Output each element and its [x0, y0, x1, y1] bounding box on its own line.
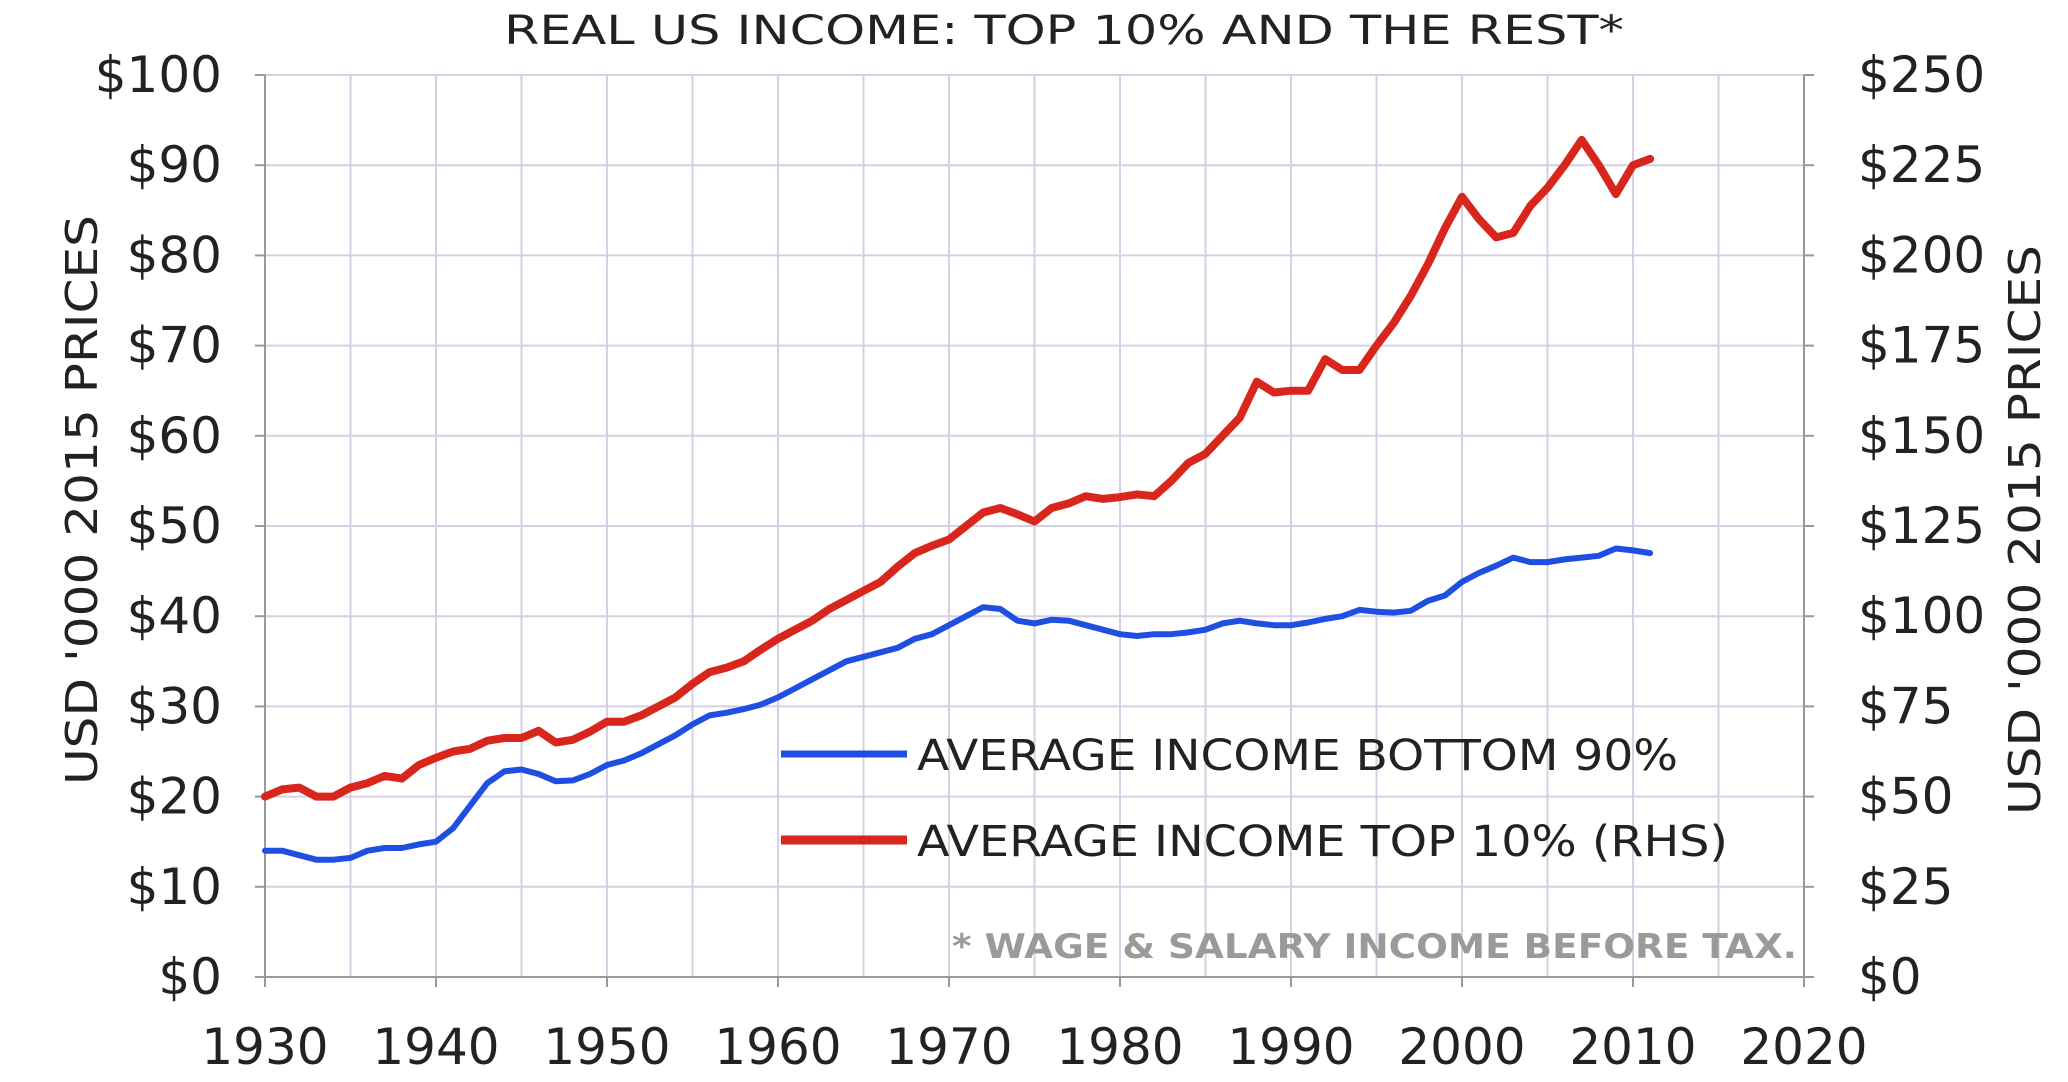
y-tick-label-right: $100 [1858, 587, 1985, 645]
y-tick-label-left: $10 [127, 858, 222, 916]
y-tick-label-left: $30 [127, 677, 222, 735]
tick-labels: $0 $0 $10 $25 $20 $50 $30 $75 $40 $100 $50 $125 $60 $… [95, 46, 1986, 1076]
y-tick-label-left: $40 [127, 587, 222, 645]
y-tick-label-left: $0 [158, 948, 222, 1006]
legend-label-bottom-90: AVERAGE INCOME BOTTOM 90% [917, 731, 1678, 781]
x-tick-label: 2010 [1569, 1018, 1696, 1076]
x-tick-label: 1990 [1227, 1018, 1354, 1076]
series-line-bottom-90 [262, 545, 1654, 863]
series-lines [261, 135, 1655, 863]
x-tick-label: 1940 [372, 1018, 499, 1076]
y-tick-label-right: $0 [1858, 948, 1922, 1006]
y-tick-label-left: $90 [127, 136, 222, 194]
y-tick-label-left: $60 [127, 407, 222, 465]
y-tick-label-right: $50 [1858, 768, 1953, 826]
x-tick-label: 2020 [1740, 1018, 1867, 1076]
y-tick-label-left: $100 [95, 46, 222, 104]
y-tick-label-right: $175 [1858, 317, 1985, 375]
chart-title: REAL US INCOME: TOP 10% AND THE REST* [504, 8, 1624, 54]
x-tick-label: 1970 [885, 1018, 1012, 1076]
y-tick-label-right: $125 [1858, 497, 1985, 555]
y-tick-label-left: $80 [127, 226, 222, 284]
x-tick-label: 1950 [543, 1018, 670, 1076]
y-tick-label-left: $20 [127, 768, 222, 826]
axes [255, 74, 1814, 987]
legend-label-top-10: AVERAGE INCOME TOP 10% (RHS) [917, 817, 1728, 867]
gridlines [264, 74, 1805, 978]
x-tick-label: 2000 [1398, 1018, 1525, 1076]
legend: AVERAGE INCOME BOTTOM 90% AVERAGE INCOME… [781, 731, 1728, 867]
y-tick-label-right: $25 [1858, 858, 1953, 916]
y-tick-label-right: $75 [1858, 677, 1953, 735]
series-line-top-10 [261, 135, 1655, 801]
y-tick-label-right: $150 [1858, 407, 1985, 465]
y-tick-label-right: $250 [1858, 46, 1985, 104]
y-tick-label-left: $70 [127, 317, 222, 375]
y-tick-label-right: $200 [1858, 226, 1985, 284]
y-axis-right-title: USD '000 2015 PRICES [2000, 245, 2051, 815]
y-tick-label-right: $225 [1858, 136, 1985, 194]
y-axis-left-title: USD '000 2015 PRICES [57, 215, 108, 785]
footnote: * WAGE & SALARY INCOME BEFORE TAX. [952, 927, 1797, 967]
y-tick-label-left: $50 [127, 497, 222, 555]
x-tick-label: 1930 [201, 1018, 328, 1076]
x-tick-label: 1960 [714, 1018, 841, 1076]
x-tick-label: 1980 [1056, 1018, 1183, 1076]
